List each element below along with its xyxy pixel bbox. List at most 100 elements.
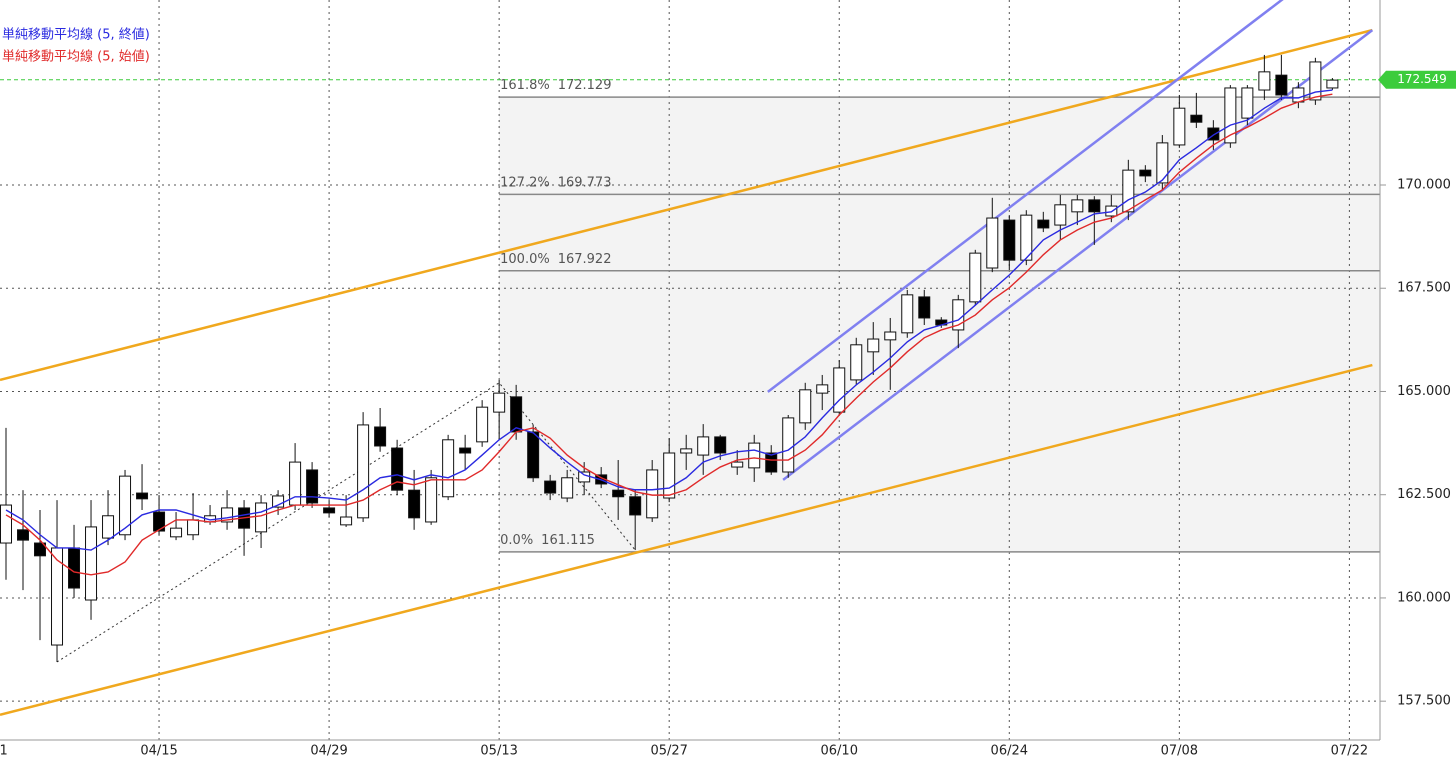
candle-body — [884, 331, 897, 341]
x-tick-label: 05/27 — [650, 744, 687, 759]
candle-body — [799, 389, 812, 424]
candle-body — [0, 504, 13, 544]
candle-body — [187, 519, 200, 536]
x-tick-label: 04/29 — [310, 744, 347, 759]
fib-label: 0.0% 161.115 — [500, 532, 595, 547]
candle-body — [782, 417, 795, 473]
trendline — [767, 0, 1284, 393]
last-price-tag — [1378, 70, 1456, 89]
candle-body — [629, 496, 642, 516]
candle-body — [1190, 114, 1203, 123]
fib-label: 127.2% 169.773 — [500, 175, 611, 190]
trendline — [0, 28, 1373, 382]
trendline — [782, 29, 1374, 481]
candle-body — [85, 526, 98, 601]
candle-body — [136, 492, 149, 500]
candle-body — [1003, 219, 1016, 261]
candle-body — [510, 396, 523, 433]
candle-body — [34, 542, 47, 557]
overlay: 157.500 160.000 162.500 165.000 167.500 170.0… — [0, 27, 1456, 759]
candle-body — [833, 367, 846, 413]
candle-body — [374, 426, 387, 447]
plot-area: 161.8% 172.129 127.2% 169.773 100.0% 167.922 0… — [0, 0, 1380, 740]
fib-label: 100.0% 167.922 — [500, 251, 611, 266]
candle-body — [731, 461, 744, 468]
candle-body — [1122, 169, 1135, 213]
fib-ratio: 161.8% — [500, 78, 550, 93]
candle-body — [918, 296, 931, 319]
candle-body — [1088, 199, 1101, 213]
candle-body — [1037, 219, 1050, 229]
x-tick-label: 05/13 — [480, 744, 517, 759]
candle-body — [765, 452, 778, 473]
legend-entry: 単純移動平均線 (5, 終値) — [2, 27, 150, 43]
fib-price: 172.129 — [558, 78, 612, 93]
candle-body — [1020, 214, 1033, 261]
candle-body — [340, 516, 353, 526]
candle-body — [255, 502, 268, 533]
candle-body — [714, 436, 727, 454]
candle-body — [1156, 142, 1169, 184]
ma-line — [5, 93, 1333, 576]
candle-body — [986, 217, 999, 269]
fib-ratio: 0.0% — [500, 532, 533, 547]
candle-body — [476, 406, 489, 443]
legend-entry: 単純移動平均線 (5, 始値) — [2, 49, 150, 65]
candle-body — [748, 442, 761, 469]
fib-price: 161.115 — [541, 532, 595, 547]
candle-body — [170, 527, 183, 538]
candle-body — [527, 431, 540, 479]
candle-body — [816, 384, 829, 394]
candle-body — [680, 448, 693, 454]
candle-body — [1326, 79, 1339, 89]
candle-body — [221, 507, 234, 523]
candle-body — [1207, 127, 1220, 141]
candle-body — [612, 489, 625, 498]
candle-body — [901, 294, 914, 334]
x-tick-label: 07/22 — [1331, 744, 1368, 759]
last-price-label: 172.549 — [1397, 72, 1447, 86]
fib-label: 161.8% 172.129 — [500, 78, 611, 93]
candle-body — [578, 471, 591, 483]
candle-body — [850, 344, 863, 381]
candle-body — [391, 447, 404, 491]
candle-body — [1309, 61, 1322, 101]
candle-body — [272, 495, 285, 508]
candle-body — [119, 475, 132, 536]
candle-body — [1139, 169, 1152, 177]
candle-body — [306, 469, 319, 504]
candle-body — [561, 477, 574, 499]
y-tick-label: 160.000 — [1397, 590, 1451, 605]
candle-body — [1054, 204, 1067, 226]
candle-body — [68, 547, 81, 589]
y-tick-label: 165.000 — [1397, 384, 1451, 399]
candle-body — [442, 439, 455, 498]
x-tick-label: 04/15 — [140, 744, 177, 759]
fib-source-line — [56, 382, 636, 663]
candle-body — [1241, 87, 1254, 119]
candle-body — [493, 392, 506, 413]
candle-body — [1173, 107, 1186, 146]
x-tick-label: 06/24 — [991, 744, 1028, 759]
y-tick-label: 157.500 — [1397, 694, 1451, 709]
candle-body — [17, 529, 30, 541]
candle-body — [969, 252, 982, 303]
ma-line — [5, 89, 1333, 551]
candle-body — [1071, 199, 1084, 213]
candle-body — [102, 515, 115, 539]
candle-body — [323, 507, 336, 514]
fib-ratio: 100.0% — [500, 251, 550, 266]
x-tick-label: 06/10 — [821, 744, 858, 759]
candle-body — [425, 477, 438, 523]
x-tick-label: 07/08 — [1161, 744, 1198, 759]
candle-body — [663, 452, 676, 499]
candle-body — [1258, 71, 1271, 91]
candle-body — [357, 424, 370, 519]
candle-body — [459, 447, 472, 454]
y-tick-label: 170.000 — [1397, 178, 1451, 193]
x-tick-label: 04/01 — [0, 744, 8, 759]
candle-body — [697, 436, 710, 456]
candle-body — [1292, 87, 1305, 103]
fib-price: 169.773 — [558, 175, 612, 190]
